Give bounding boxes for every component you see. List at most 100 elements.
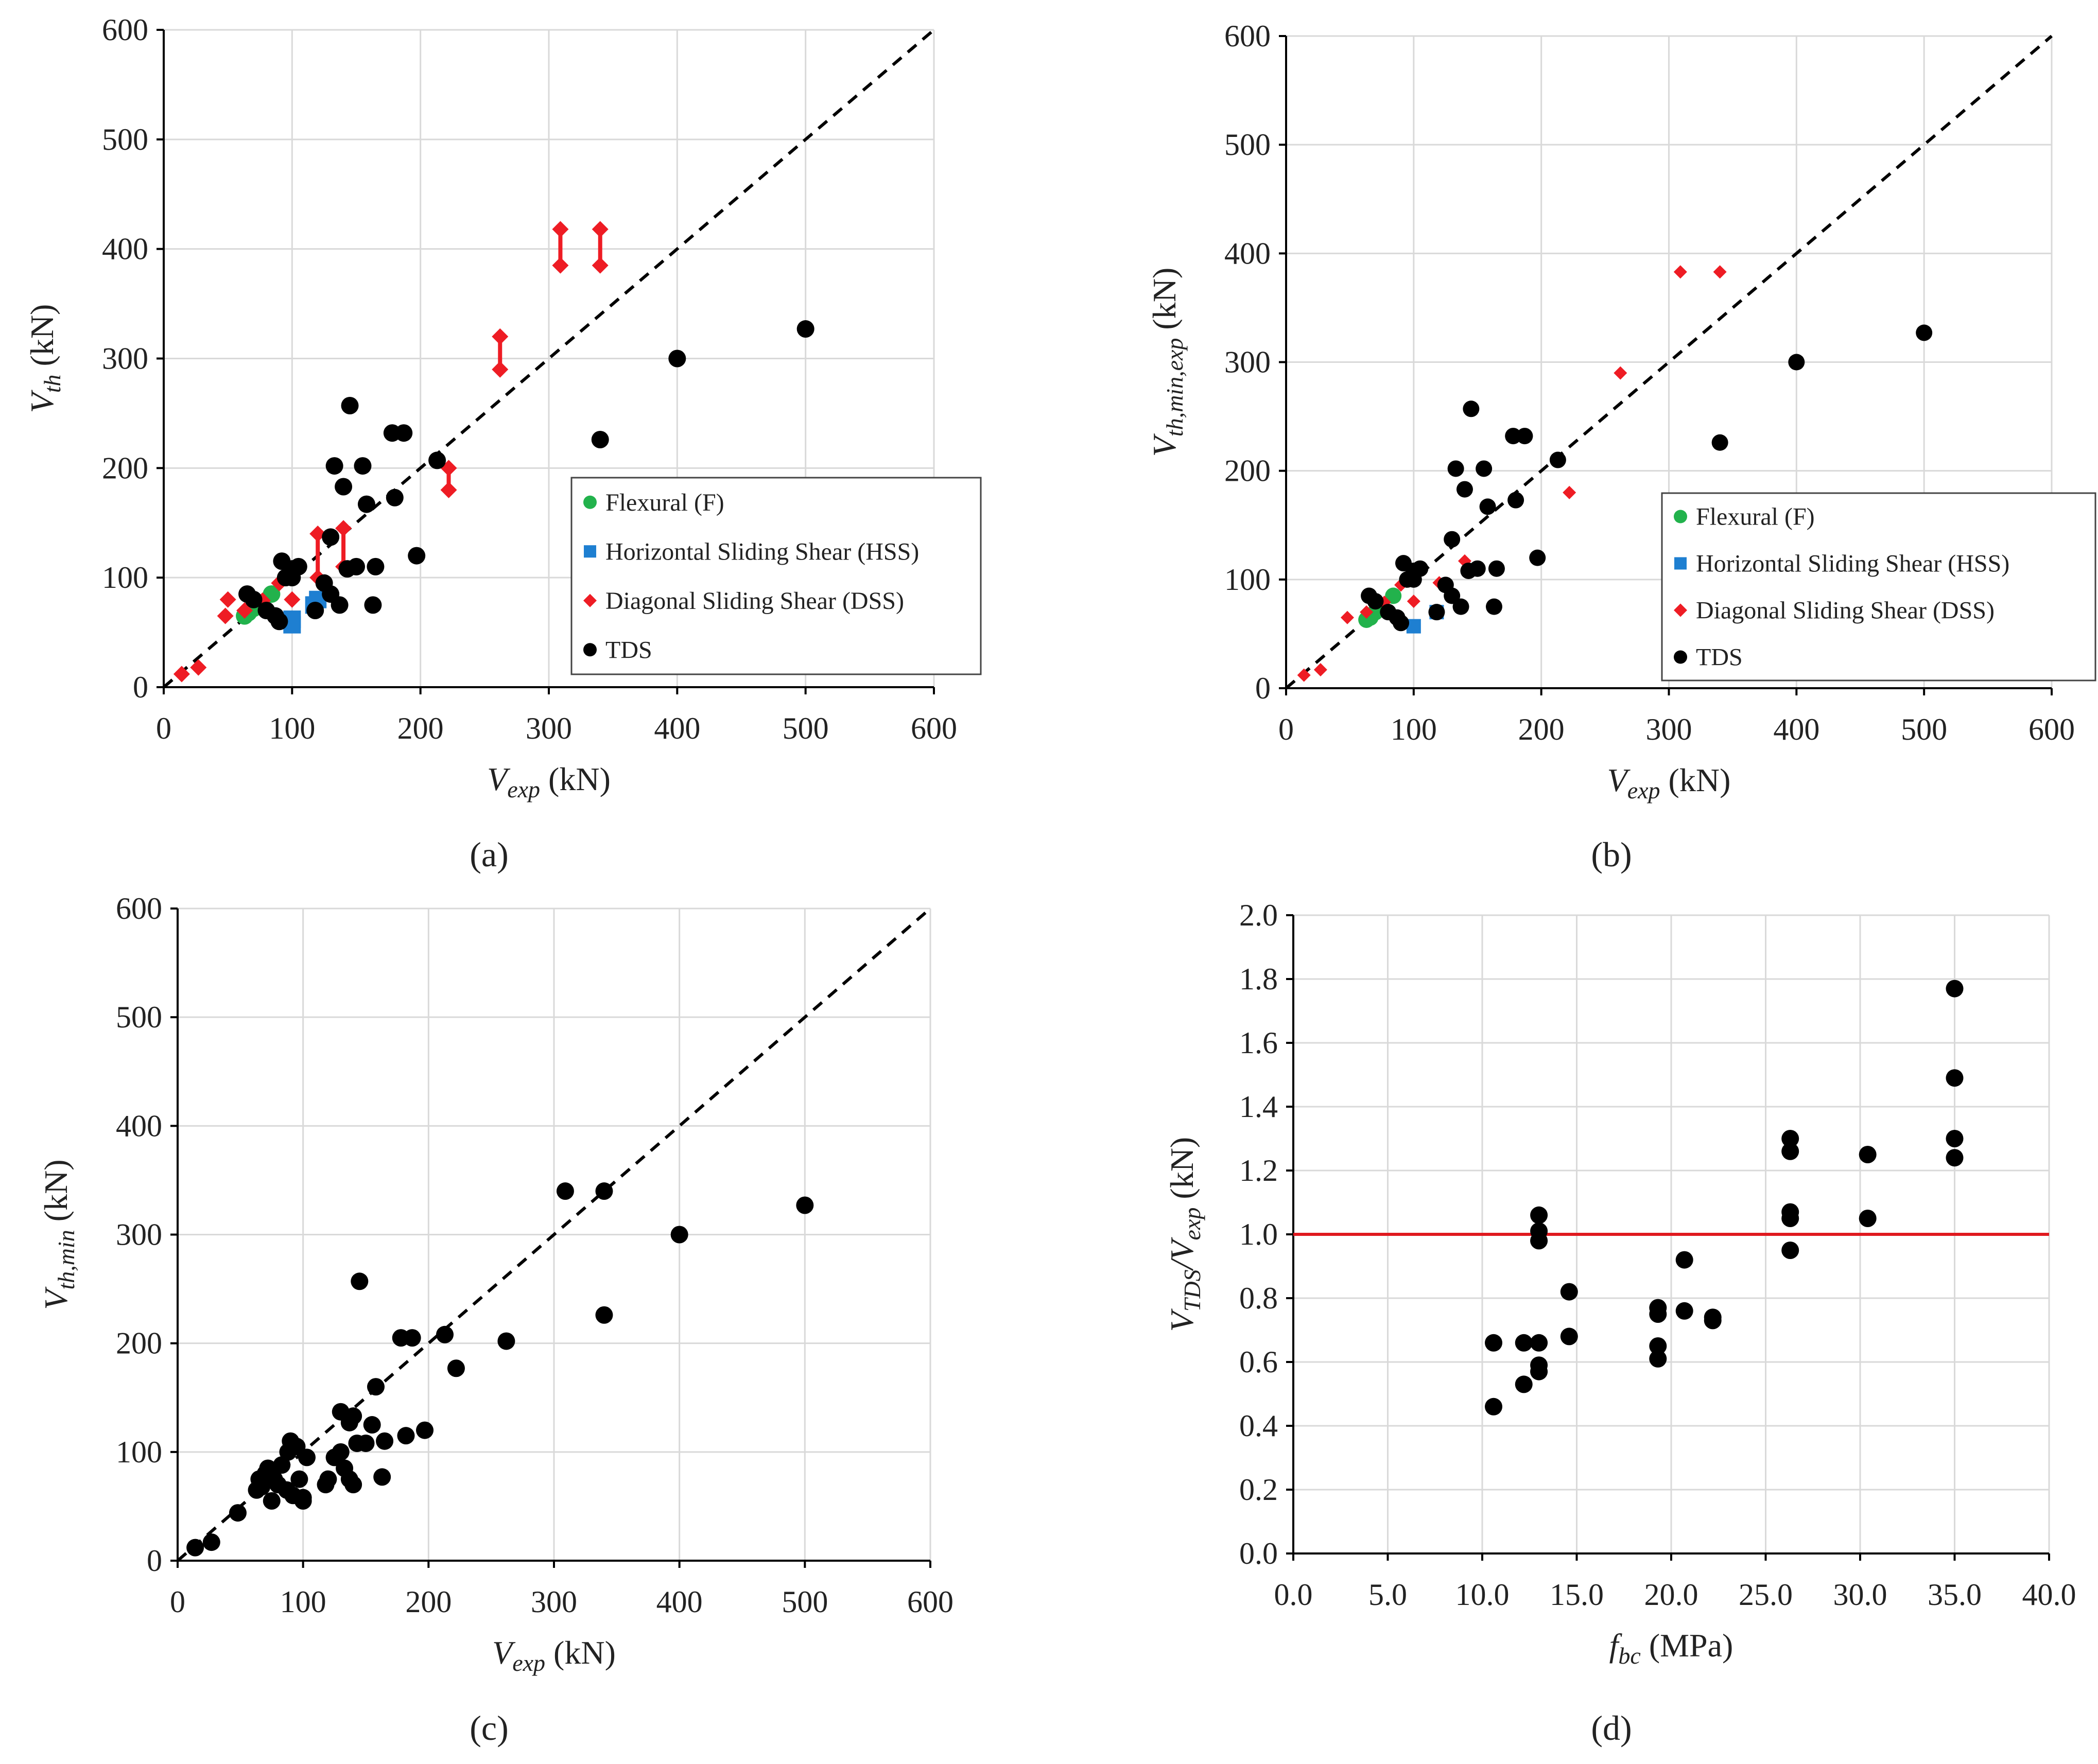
y-tick-label: 400 xyxy=(1224,236,1271,270)
data-point xyxy=(354,457,372,475)
data-point xyxy=(284,591,301,608)
data-point xyxy=(1412,560,1429,577)
x-tick-label: 600 xyxy=(2028,712,2075,746)
data-point xyxy=(1946,980,1964,998)
x-tick-label: 300 xyxy=(531,1585,577,1619)
x-axis-title: fbc (MPa) xyxy=(1609,1627,1733,1669)
data-point xyxy=(367,557,385,575)
x-tick-label: 5.0 xyxy=(1368,1578,1407,1612)
data-point xyxy=(289,557,307,575)
data-point xyxy=(670,1226,688,1244)
x-tick-label: 0.0 xyxy=(1274,1578,1313,1612)
x-tick-label: 100 xyxy=(269,711,315,745)
legend-marker xyxy=(1674,650,1687,664)
y-tick-label: 0.4 xyxy=(1239,1409,1278,1443)
data-point xyxy=(319,1470,337,1488)
series-tds xyxy=(1361,324,1933,632)
data-point xyxy=(1946,1149,1964,1167)
data-point xyxy=(219,591,236,608)
data-point xyxy=(440,481,457,498)
data-point xyxy=(1530,1334,1548,1352)
y-tick-label: 100 xyxy=(116,1435,162,1469)
legend-label: Flexural (F) xyxy=(1696,503,1815,531)
panel-label-b: (b) xyxy=(1591,835,1632,874)
data-point xyxy=(796,320,814,338)
data-point xyxy=(186,1539,204,1557)
data-point xyxy=(428,451,446,469)
data-point xyxy=(1711,434,1728,451)
data-point xyxy=(332,1443,350,1461)
x-axis-title: Vexp (kN) xyxy=(487,761,611,802)
x-tick-label: 500 xyxy=(783,711,829,745)
y-tick-label: 0.6 xyxy=(1239,1345,1278,1379)
data-point xyxy=(1530,1206,1548,1224)
y-tick-label: 100 xyxy=(102,561,148,595)
data-point xyxy=(190,659,207,676)
data-point xyxy=(1456,481,1473,498)
data-point xyxy=(1675,1302,1693,1320)
data-point xyxy=(668,350,686,368)
y-tick-label: 1.6 xyxy=(1239,1026,1278,1060)
legend-box xyxy=(1661,492,2096,682)
data-point xyxy=(395,424,413,442)
panel-label-c: (c) xyxy=(470,1708,508,1748)
data-point xyxy=(436,1325,454,1343)
data-point xyxy=(1452,598,1469,615)
y-tick-label: 600 xyxy=(1224,19,1271,53)
data-point xyxy=(403,1329,421,1347)
data-point xyxy=(408,547,426,565)
x-tick-label: 35.0 xyxy=(1928,1578,1982,1612)
data-point xyxy=(335,478,353,496)
x-tick-label: 500 xyxy=(1901,712,1947,746)
y-tick-label: 600 xyxy=(102,13,148,47)
data-point xyxy=(1549,451,1566,468)
x-axis-title: Vexp (kN) xyxy=(492,1634,616,1676)
chart-d: 0.0 5.0 10.0 15.0 20.0 25.0 30.0 35.0 40.0 0.0 0.2… xyxy=(1164,898,2076,1669)
data-point xyxy=(1485,1334,1503,1352)
legend-marker xyxy=(584,545,596,558)
series-all xyxy=(186,1182,814,1557)
data-point xyxy=(552,257,569,274)
legend-marker xyxy=(583,495,597,509)
legend-label: TDS xyxy=(605,636,652,663)
data-point xyxy=(1463,400,1480,417)
data-point xyxy=(1649,1337,1667,1355)
legend-label: Horizontal Sliding Shear (HSS) xyxy=(605,538,919,565)
data-point xyxy=(1675,1251,1693,1269)
x-tick-label: 20.0 xyxy=(1644,1578,1698,1612)
data-point xyxy=(1469,560,1486,577)
data-point xyxy=(1529,549,1546,566)
data-point xyxy=(1447,460,1464,477)
legend-label: Horizontal Sliding Shear (HSS) xyxy=(1696,550,2009,578)
data-point xyxy=(1704,1308,1722,1326)
data-point xyxy=(1560,1283,1578,1301)
legend-marker xyxy=(583,643,597,657)
legend-label: Flexural (F) xyxy=(605,489,724,516)
data-point xyxy=(1516,428,1533,445)
x-tick-label: 200 xyxy=(1518,712,1565,746)
data-point xyxy=(1530,1222,1548,1240)
data-point xyxy=(1340,610,1354,624)
data-point xyxy=(341,397,359,415)
data-point xyxy=(229,1504,247,1522)
data-point xyxy=(1859,1146,1877,1163)
x-tick-label: 0 xyxy=(156,711,171,745)
data-point xyxy=(1476,460,1493,477)
x-tick-label: 400 xyxy=(656,1585,703,1619)
x-tick-label: 100 xyxy=(1391,712,1437,746)
identity-line xyxy=(163,28,935,689)
data-point xyxy=(397,1427,415,1445)
x-tick-label: 10.0 xyxy=(1455,1578,1510,1612)
legend-box xyxy=(570,477,982,675)
data-point xyxy=(1428,604,1445,621)
data-point xyxy=(376,1432,394,1450)
data-point xyxy=(1788,354,1805,371)
legend-marker xyxy=(1674,557,1687,570)
legend-marker xyxy=(583,593,597,607)
y-tick-label: 300 xyxy=(102,342,148,376)
data-point xyxy=(1530,1356,1548,1374)
data-point xyxy=(331,596,349,614)
data-point xyxy=(294,1492,312,1510)
data-point xyxy=(1367,593,1384,610)
data-point xyxy=(591,430,609,448)
